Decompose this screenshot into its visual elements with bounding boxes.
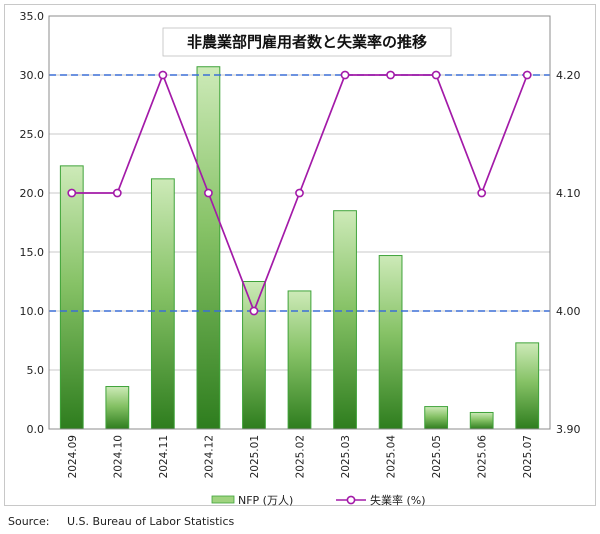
source-note: Source: U.S. Bureau of Labor Statistics: [8, 515, 235, 528]
chart-title: 非農業部門雇用者数と失業率の推移: [187, 33, 427, 51]
bar: [150, 178, 175, 430]
x-tick-label: 2024.09: [67, 435, 79, 478]
y-right-tick-label: 4.20: [556, 69, 581, 82]
bar: [424, 406, 449, 430]
legend-swatch-nfp: [211, 495, 235, 504]
bar: [196, 66, 221, 430]
line-point: [386, 70, 395, 80]
y-right-tick-label: 4.10: [556, 187, 581, 200]
line-point: [67, 188, 77, 198]
line-point: [431, 70, 441, 80]
legend: NFP (万人) 失業率 (%): [211, 493, 426, 507]
line-point: [204, 188, 213, 198]
bar-series-nfp: [59, 66, 540, 430]
y-left-tick-label: 35.0: [20, 10, 45, 23]
reference-lines: [49, 74, 550, 312]
x-tick-label: 2024.10: [112, 435, 124, 478]
line-point: [158, 70, 168, 80]
axes: 0.0 5.0 10.0 15.0 20.0 25.0 30.0 35.0 3.90 4.00 4.…: [20, 10, 581, 478]
plot-area-border: [48, 15, 551, 430]
y-right-tick-label: 4.00: [556, 305, 581, 318]
bar: [59, 165, 84, 430]
line-point: [477, 188, 487, 198]
x-tick-label: 2025.02: [295, 435, 307, 478]
x-tick-label: 2025.07: [522, 435, 534, 478]
x-tick-label: 2024.11: [158, 435, 170, 478]
legend-marker-unemployment: [346, 495, 356, 505]
chart-frame: 0.0 5.0 10.0 15.0 20.0 25.0 30.0 35.0 3.90 4.00 4.…: [4, 4, 596, 507]
bar: [515, 342, 540, 430]
y-right-tick-label: 3.90: [556, 423, 581, 436]
legend-label-nfp: NFP (万人): [238, 494, 293, 507]
y-left-tick-label: 0.0: [27, 423, 45, 436]
x-tick-label: 2025.06: [477, 435, 489, 479]
x-tick-label: 2025.04: [386, 435, 398, 479]
line-series-unemployment: [67, 70, 532, 316]
y-left-tick-label: 10.0: [20, 305, 45, 318]
chart: 0.0 5.0 10.0 15.0 20.0 25.0 30.0 35.0 3.90 4.00 4.…: [20, 10, 581, 507]
chart-title-box: 非農業部門雇用者数と失業率の推移: [162, 27, 452, 57]
x-tick-label: 2024.12: [203, 435, 215, 478]
y-left-tick-label: 5.0: [27, 364, 45, 377]
x-tick-label: 2025.01: [249, 435, 261, 478]
bar: [242, 281, 266, 430]
y-left-tick-label: 20.0: [20, 187, 45, 200]
y-left-tick-label: 25.0: [20, 128, 45, 141]
line-point: [522, 70, 532, 80]
x-tick-label: 2025.03: [340, 435, 352, 478]
y-left-tick-label: 15.0: [20, 246, 45, 259]
line-point: [249, 306, 259, 316]
y-left-tick-label: 30.0: [20, 69, 45, 82]
line-point: [295, 188, 304, 198]
bar: [469, 411, 494, 430]
bar: [333, 210, 357, 430]
bar: [378, 255, 403, 430]
line-point: [340, 70, 350, 80]
line-point: [112, 188, 122, 198]
legend-label-unemployment: 失業率 (%): [370, 493, 426, 507]
bar: [105, 386, 130, 430]
x-tick-label: 2025.05: [431, 435, 443, 478]
